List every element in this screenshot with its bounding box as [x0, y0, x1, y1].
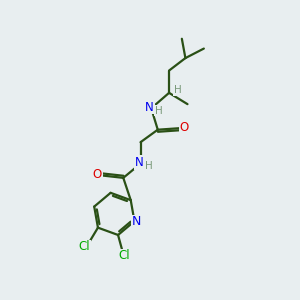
Text: N: N	[135, 156, 144, 169]
Text: N: N	[145, 100, 154, 114]
Text: O: O	[93, 168, 102, 182]
Text: H: H	[173, 85, 181, 95]
Text: H: H	[155, 106, 163, 116]
Text: N: N	[132, 215, 142, 228]
Text: H: H	[145, 161, 153, 171]
Text: Cl: Cl	[79, 241, 90, 254]
Text: O: O	[179, 121, 189, 134]
Text: Cl: Cl	[118, 249, 130, 262]
